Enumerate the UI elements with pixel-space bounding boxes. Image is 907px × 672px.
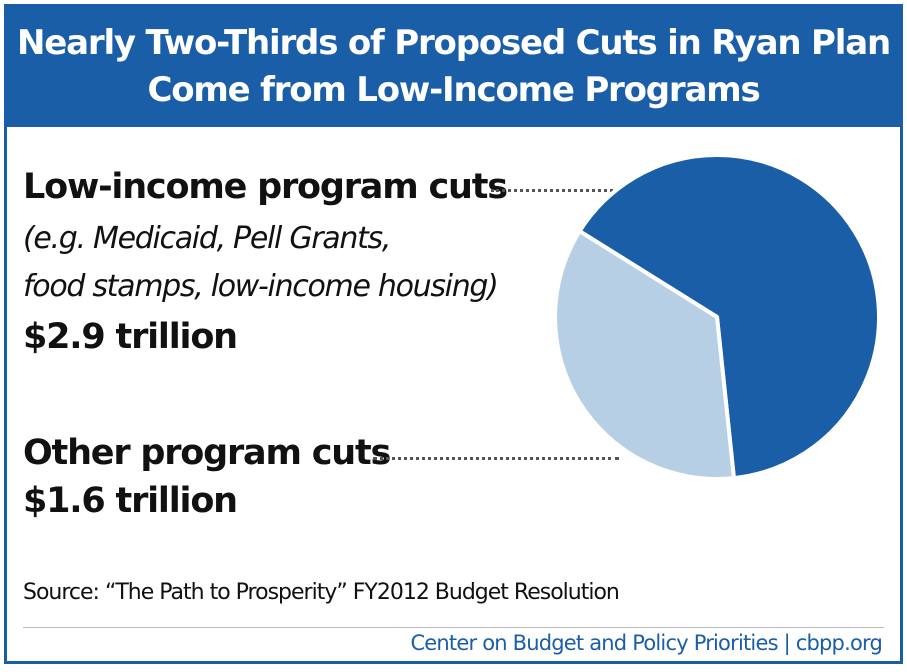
other-leader-line xyxy=(373,457,619,460)
low-income-value-label: $2.9 trillion xyxy=(23,317,238,357)
chart-frame: Nearly Two-Thirds of Proposed Cuts in Ry… xyxy=(4,4,903,664)
other-label-heading: Other program cuts xyxy=(23,433,391,473)
chart-title-line-1: Nearly Two-Thirds of Proposed Cuts in Ry… xyxy=(17,23,891,63)
other-value-label: $1.6 trillion xyxy=(23,481,238,521)
low-income-leader-line xyxy=(491,189,643,192)
low-income-examples-line-2: food stamps, low-income housing) xyxy=(23,269,499,304)
low-income-examples-line-1: (e.g. Medicaid, Pell Grants, xyxy=(23,221,391,256)
pie-slice-low-income xyxy=(577,153,881,481)
pie-slice-other xyxy=(553,229,736,481)
source-note: Source: “The Path to Prosperity” FY2012 … xyxy=(23,580,620,605)
chart-title-line-2: Come from Low-Income Programs xyxy=(147,70,760,110)
footer-divider xyxy=(23,627,884,628)
pie-chart xyxy=(553,153,881,481)
chart-header: Nearly Two-Thirds of Proposed Cuts in Ry… xyxy=(7,7,900,127)
low-income-label-heading: Low-income program cuts xyxy=(23,167,508,207)
credit-line: Center on Budget and Policy Priorities |… xyxy=(410,631,882,655)
